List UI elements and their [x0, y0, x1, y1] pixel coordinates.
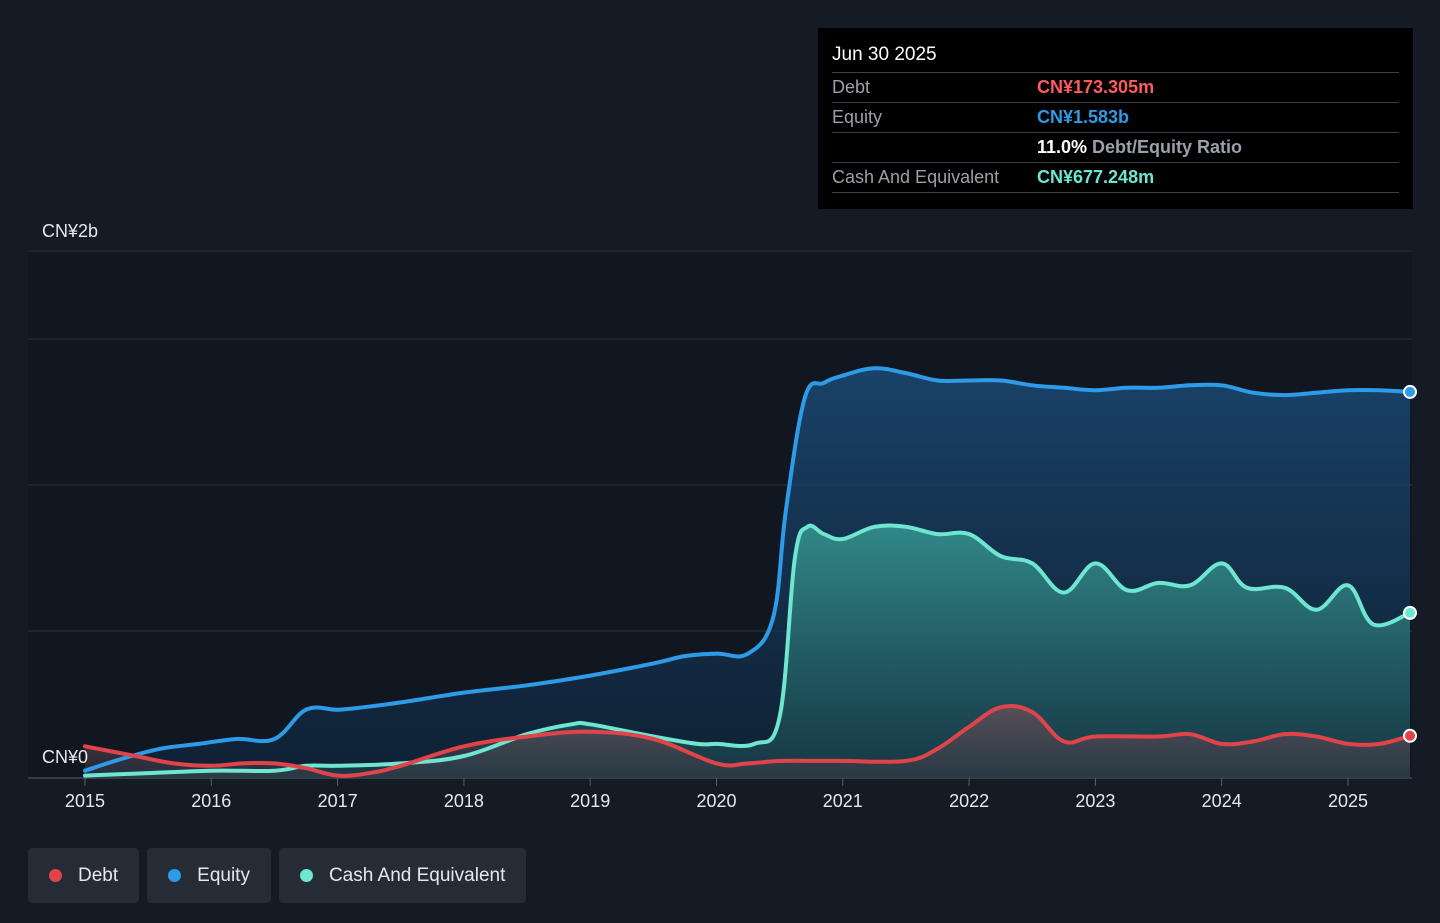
x-tick-label: 2021 — [823, 791, 863, 811]
tooltip-equity-value: CN¥1.583b — [1037, 107, 1130, 127]
debt-end-marker — [1403, 728, 1417, 743]
x-tick-label: 2022 — [949, 791, 989, 811]
tooltip-debt-row: Debt CN¥173.305m — [832, 72, 1399, 102]
equity-line — [83, 366, 1412, 773]
cash-dot-icon — [299, 869, 313, 882]
legend-item-debt[interactable]: Debt — [28, 848, 140, 903]
x-tick-label: 2017 — [318, 791, 358, 811]
x-tick-label: 2023 — [1075, 791, 1115, 811]
legend-item-equity[interactable]: Equity — [147, 848, 271, 903]
tooltip-ratio-value: 11.0% — [1037, 137, 1088, 157]
tooltip-cash-row: Cash And Equivalent CN¥677.248m — [832, 162, 1399, 193]
legend-item-cash[interactable]: Cash And Equivalent — [278, 848, 527, 903]
debt-dot-icon — [49, 869, 62, 882]
tooltip-ratio-label: Debt/Equity Ratio — [1092, 137, 1243, 157]
debt-line — [83, 704, 1412, 778]
tooltip-date: Jun 30 2025 — [832, 44, 937, 65]
equity-end-marker — [1403, 384, 1417, 399]
x-tick-label: 2018 — [444, 791, 484, 811]
x-axis-ticks: 2015 2016 2017 2018 2019 2020 2021 2022 2023 2024… — [65, 778, 1368, 811]
series-lines — [83, 366, 1412, 778]
tooltip-debt-value: CN¥173.305m — [1037, 77, 1155, 97]
cash-end-marker — [1403, 605, 1417, 620]
legend: Debt Equity Cash And Equivalent — [28, 848, 527, 903]
y-axis-bottom-label: CN¥0 — [42, 747, 88, 767]
x-tick-label: 2015 — [65, 791, 105, 811]
tooltip-ratio-row: 11.0% Debt/Equity Ratio — [832, 132, 1399, 162]
data-tooltip: Jun 30 2025 Debt CN¥173.305m Equity CN¥1… — [818, 28, 1413, 209]
y-axis-top-label: CN¥2b — [42, 221, 98, 241]
tooltip-cash-value: CN¥677.248m — [1037, 167, 1155, 187]
tooltip-debt-label: Debt — [832, 77, 871, 97]
cash-area — [85, 525, 1410, 778]
x-tick-label: 2016 — [191, 791, 231, 811]
tooltip-cash-label: Cash And Equivalent — [832, 167, 1000, 187]
x-tick-label: 2024 — [1202, 791, 1242, 811]
debt-area — [85, 705, 1410, 778]
legend-label-equity: Equity — [197, 864, 250, 886]
legend-label-cash: Cash And Equivalent — [328, 864, 506, 886]
series-areas — [85, 368, 1410, 778]
legend-label-debt: Debt — [78, 864, 119, 886]
tooltip-equity-row: Equity CN¥1.583b — [832, 102, 1399, 132]
end-markers — [1403, 384, 1417, 743]
x-tick-label: 2020 — [696, 791, 736, 811]
tooltip-equity-label: Equity — [832, 107, 883, 127]
x-tick-label: 2019 — [570, 791, 610, 811]
x-tick-label: 2025 — [1328, 791, 1368, 811]
equity-dot-icon — [168, 869, 182, 882]
